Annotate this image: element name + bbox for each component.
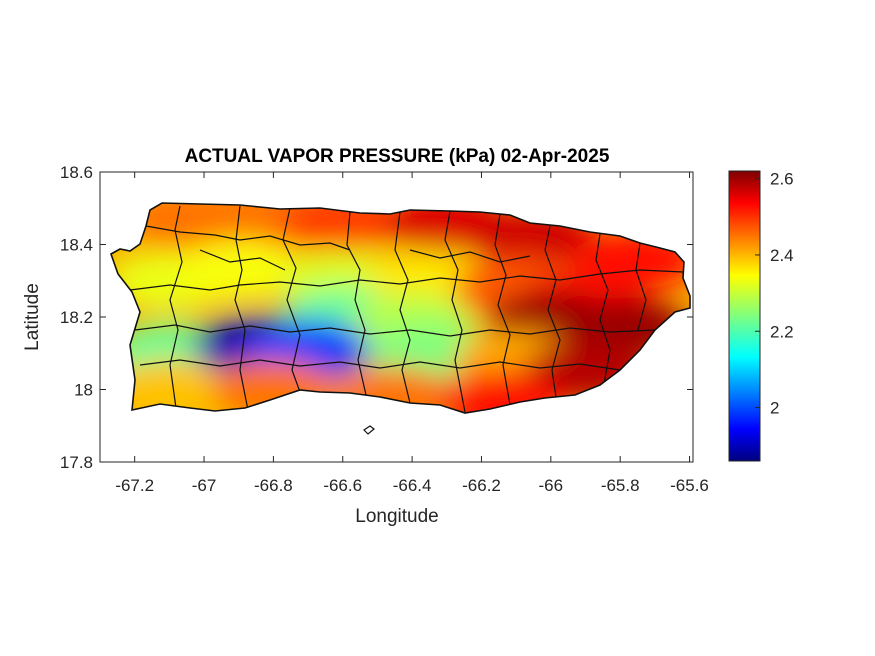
x-tick-label: -65.6 <box>670 476 709 495</box>
chart-title: ACTUAL VAPOR PRESSURE (kPa) 02-Apr-2025 <box>185 146 610 167</box>
colorbar <box>728 170 761 462</box>
island-coastline <box>110 202 691 414</box>
y-tick-label: 17.8 <box>60 453 93 472</box>
field-sample-22 <box>111 359 232 413</box>
x-tick-label: -66.6 <box>323 476 362 495</box>
x-tick-labels: -67.2 -67 -66.8 -66.6 -66.4 -66.2 -66 -65.8 -65.… <box>115 476 709 495</box>
y-tick-labels: 17.8 18 18.2 18.4 18.6 <box>60 163 93 472</box>
y-tick-label: 18.2 <box>60 308 93 327</box>
field-sample-7 <box>176 239 301 300</box>
x-tick-label: -66.8 <box>254 476 293 495</box>
field-sample-25 <box>436 370 561 413</box>
colorbar-ticks: 2 2.2 2.4 2.6 <box>755 170 794 418</box>
colorbar-tick-label: 2.2 <box>770 322 794 341</box>
caja-de-muertos-islet <box>363 425 375 435</box>
x-tick-label: -65.8 <box>601 476 640 495</box>
x-tick-label: -66.2 <box>462 476 501 495</box>
colorbar-tick-label: 2 <box>770 399 779 418</box>
municipality-boundaries <box>129 205 684 413</box>
y-axis-label: Latitude <box>22 283 43 351</box>
colorbar-tick-label: 2.4 <box>770 246 794 265</box>
x-tick-label: -67 <box>192 476 217 495</box>
colorbar-tick-label: 2.6 <box>770 170 794 189</box>
x-tick-label: -66 <box>539 476 564 495</box>
x-axis-label: Longitude <box>355 506 438 527</box>
y-tick-label: 18.4 <box>60 236 93 255</box>
y-tick-label: 18 <box>74 381 93 400</box>
x-tick-label: -66.4 <box>393 476 432 495</box>
x-tick-label: -67.2 <box>115 476 154 495</box>
y-tick-label: 18.6 <box>60 163 93 182</box>
axis-ticks <box>100 171 693 463</box>
